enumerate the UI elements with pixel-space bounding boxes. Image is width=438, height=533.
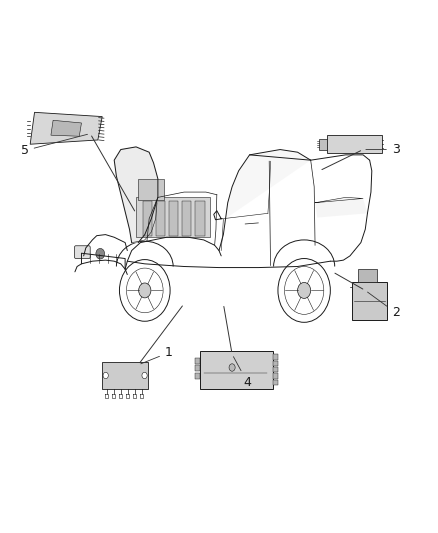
Text: 5: 5 (21, 134, 88, 157)
Polygon shape (30, 112, 102, 144)
Circle shape (229, 364, 235, 371)
FancyBboxPatch shape (273, 373, 279, 378)
Polygon shape (226, 150, 311, 219)
Polygon shape (315, 197, 367, 217)
FancyBboxPatch shape (200, 351, 273, 389)
FancyBboxPatch shape (319, 139, 327, 150)
FancyBboxPatch shape (169, 201, 178, 236)
FancyBboxPatch shape (143, 201, 152, 236)
Circle shape (103, 372, 108, 378)
FancyBboxPatch shape (273, 354, 279, 360)
Text: 3: 3 (366, 143, 400, 156)
FancyBboxPatch shape (273, 379, 279, 385)
Circle shape (142, 372, 147, 378)
FancyBboxPatch shape (358, 269, 377, 282)
Polygon shape (114, 147, 158, 243)
FancyBboxPatch shape (155, 201, 165, 236)
FancyBboxPatch shape (138, 179, 164, 200)
FancyBboxPatch shape (327, 135, 381, 153)
FancyBboxPatch shape (102, 362, 148, 389)
Circle shape (139, 283, 151, 298)
FancyBboxPatch shape (352, 282, 387, 320)
Circle shape (297, 282, 311, 298)
Circle shape (96, 248, 105, 259)
FancyBboxPatch shape (136, 197, 210, 237)
FancyBboxPatch shape (273, 367, 279, 372)
Text: 2: 2 (367, 292, 400, 319)
Text: 1: 1 (141, 346, 173, 364)
FancyBboxPatch shape (194, 366, 200, 371)
FancyBboxPatch shape (195, 201, 205, 236)
FancyBboxPatch shape (74, 246, 90, 259)
FancyBboxPatch shape (194, 373, 200, 378)
Text: 4: 4 (233, 357, 251, 389)
FancyBboxPatch shape (182, 201, 191, 236)
FancyBboxPatch shape (273, 361, 279, 366)
FancyBboxPatch shape (194, 358, 200, 364)
Polygon shape (51, 120, 81, 136)
